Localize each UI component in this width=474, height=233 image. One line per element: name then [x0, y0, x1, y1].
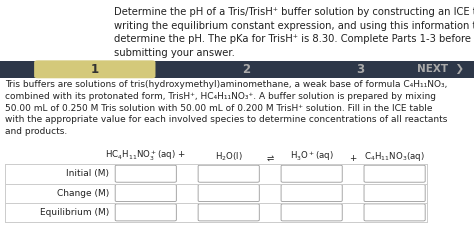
Text: Equilibrium (M): Equilibrium (M): [40, 208, 109, 217]
Text: 3: 3: [356, 63, 365, 76]
Text: +: +: [349, 154, 357, 163]
Text: Determine the pH of a Tris/TrisH⁺ buffer solution by constructing an ICE table,
: Determine the pH of a Tris/TrisH⁺ buffer…: [114, 7, 474, 58]
Bar: [0, 61, 474, 78]
Text: $\mathregular{HC_4H_{11}NO_3^+(aq)}$ +: $\mathregular{HC_4H_{11}NO_3^+(aq)}$ +: [105, 149, 186, 163]
Text: 1: 1: [91, 63, 99, 76]
FancyBboxPatch shape: [281, 204, 342, 221]
Text: NEXT  ❯: NEXT ❯: [417, 64, 465, 74]
Text: Tris buffers are solutions of tris(hydroxymethyl)aminomethane, a weak base of fo: Tris buffers are solutions of tris(hydro…: [5, 80, 447, 136]
FancyBboxPatch shape: [198, 165, 259, 182]
Text: $\mathregular{H_2O(l)}$: $\mathregular{H_2O(l)}$: [215, 151, 243, 163]
FancyBboxPatch shape: [281, 185, 342, 202]
FancyBboxPatch shape: [364, 165, 425, 182]
Text: $\mathregular{C_4H_{11}NO_3(aq)}$: $\mathregular{C_4H_{11}NO_3(aq)}$: [364, 150, 425, 163]
FancyBboxPatch shape: [364, 204, 425, 221]
FancyBboxPatch shape: [115, 204, 176, 221]
FancyBboxPatch shape: [281, 165, 342, 182]
FancyBboxPatch shape: [115, 165, 176, 182]
FancyBboxPatch shape: [34, 60, 155, 78]
FancyBboxPatch shape: [198, 185, 259, 202]
Text: Initial (M): Initial (M): [66, 169, 109, 178]
FancyBboxPatch shape: [198, 204, 259, 221]
Text: $\mathregular{H_3O^+(aq)}$: $\mathregular{H_3O^+(aq)}$: [290, 149, 334, 163]
FancyBboxPatch shape: [364, 185, 425, 202]
Text: 2: 2: [242, 63, 251, 76]
Text: Change (M): Change (M): [57, 189, 109, 198]
Text: $\rightleftharpoons$: $\rightleftharpoons$: [265, 153, 275, 163]
FancyBboxPatch shape: [115, 185, 176, 202]
